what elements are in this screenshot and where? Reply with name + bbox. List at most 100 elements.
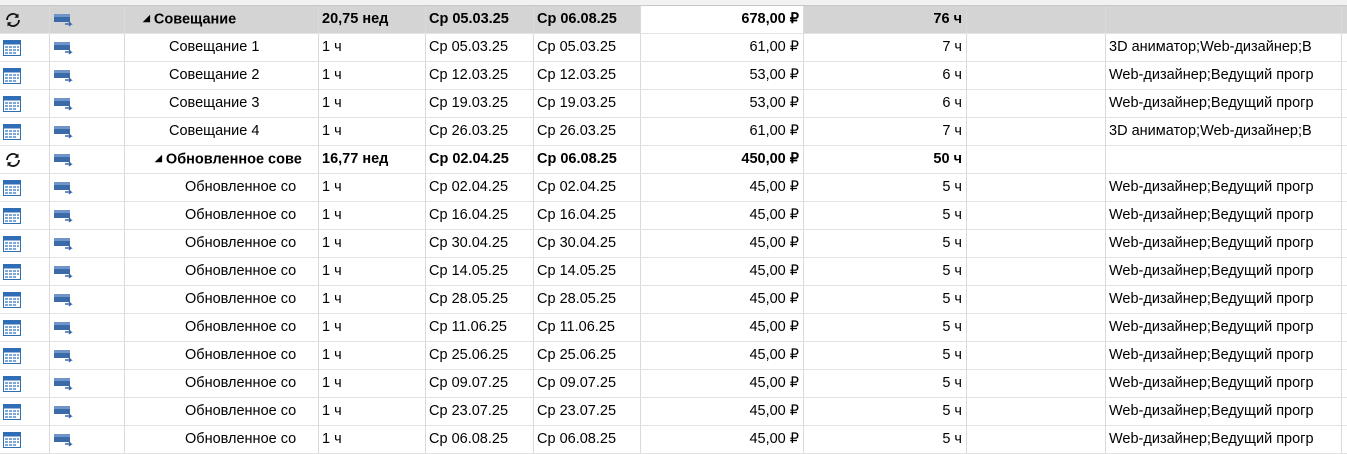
task-mode-cell[interactable] [50,286,125,313]
start-cell[interactable]: Ср 05.03.25 [426,34,534,61]
cost-cell[interactable]: 45,00 ₽ [641,370,804,397]
task-name-cell[interactable]: Совещание 3 [125,90,319,117]
start-cell[interactable]: Ср 05.03.25 [426,6,534,33]
resource-names-cell[interactable] [1106,146,1342,173]
duration-cell[interactable]: 1 ч [319,342,426,369]
finish-cell[interactable]: Ср 16.04.25 [534,202,641,229]
task-mode-cell[interactable] [50,90,125,117]
finish-cell[interactable]: Ср 28.05.25 [534,286,641,313]
task-mode-cell[interactable] [50,118,125,145]
work-cell[interactable]: 5 ч [804,202,967,229]
finish-cell[interactable]: Ср 09.07.25 [534,370,641,397]
task-row[interactable]: Обновленное со 1 ч Ср 09.07.25 Ср 09.07.… [0,370,1347,398]
task-mode-cell[interactable] [50,230,125,257]
task-row[interactable]: Обновленное со 1 ч Ср 16.04.25 Ср 16.04.… [0,202,1347,230]
task-name-cell[interactable]: Обновленное со [125,314,319,341]
resource-names-cell[interactable]: Web-дизайнер;Ведущий прогр [1106,398,1342,425]
resource-names-cell[interactable]: Web-дизайнер;Ведущий прогр [1106,174,1342,201]
work-cell[interactable]: 5 ч [804,426,967,453]
task-name-cell[interactable]: Обновленное со [125,342,319,369]
resource-names-cell[interactable]: Web-дизайнер;Ведущий прогр [1106,202,1342,229]
finish-cell[interactable]: Ср 06.08.25 [534,426,641,453]
task-row[interactable]: Совещание 1 1 ч Ср 05.03.25 Ср 05.03.25 … [0,34,1347,62]
duration-cell[interactable]: 1 ч [319,230,426,257]
cost-cell[interactable]: 45,00 ₽ [641,230,804,257]
cost-cell[interactable]: 45,00 ₽ [641,202,804,229]
task-mode-cell[interactable] [50,62,125,89]
empty-cell[interactable] [967,314,1106,341]
task-name-cell[interactable]: ◢ Совещание [125,6,319,33]
cost-cell[interactable]: 45,00 ₽ [641,426,804,453]
task-mode-cell[interactable] [50,342,125,369]
collapse-triangle-icon[interactable]: ◢ [155,153,162,163]
finish-cell[interactable]: Ср 25.06.25 [534,342,641,369]
empty-cell[interactable] [967,62,1106,89]
start-cell[interactable]: Ср 23.07.25 [426,398,534,425]
task-row[interactable]: Обновленное со 1 ч Ср 06.08.25 Ср 06.08.… [0,426,1347,454]
cost-cell[interactable]: 45,00 ₽ [641,398,804,425]
start-cell[interactable]: Ср 16.04.25 [426,202,534,229]
task-row[interactable]: Совещание 4 1 ч Ср 26.03.25 Ср 26.03.25 … [0,118,1347,146]
start-cell[interactable]: Ср 28.05.25 [426,286,534,313]
task-mode-cell[interactable] [50,34,125,61]
resource-names-cell[interactable]: Web-дизайнер;Ведущий прогр [1106,258,1342,285]
cost-cell[interactable]: 53,00 ₽ [641,90,804,117]
task-mode-cell[interactable] [50,370,125,397]
empty-cell[interactable] [967,174,1106,201]
resource-names-cell[interactable]: Web-дизайнер;Ведущий прогр [1106,426,1342,453]
cost-cell[interactable]: 53,00 ₽ [641,62,804,89]
resource-names-cell[interactable]: 3D аниматор;Web-дизайнер;В [1106,118,1342,145]
duration-cell[interactable]: 1 ч [319,90,426,117]
task-name-cell[interactable]: Совещание 2 [125,62,319,89]
duration-cell[interactable]: 20,75 нед [319,6,426,33]
task-mode-cell[interactable] [50,202,125,229]
duration-cell[interactable]: 1 ч [319,370,426,397]
finish-cell[interactable]: Ср 26.03.25 [534,118,641,145]
work-cell[interactable]: 76 ч [804,6,967,33]
start-cell[interactable]: Ср 12.03.25 [426,62,534,89]
work-cell[interactable]: 6 ч [804,90,967,117]
task-mode-cell[interactable] [50,398,125,425]
finish-cell[interactable]: Ср 05.03.25 [534,34,641,61]
duration-cell[interactable]: 1 ч [319,118,426,145]
task-row[interactable]: Обновленное со 1 ч Ср 11.06.25 Ср 11.06.… [0,314,1347,342]
cost-cell[interactable]: 678,00 ₽ [641,6,804,33]
resource-names-cell[interactable]: Web-дизайнер;Ведущий прогр [1106,314,1342,341]
start-cell[interactable]: Ср 06.08.25 [426,426,534,453]
empty-cell[interactable] [967,370,1106,397]
task-row[interactable]: Обновленное со 1 ч Ср 25.06.25 Ср 25.06.… [0,342,1347,370]
resource-names-cell[interactable]: Web-дизайнер;Ведущий прогр [1106,370,1342,397]
start-cell[interactable]: Ср 26.03.25 [426,118,534,145]
finish-cell[interactable]: Ср 12.03.25 [534,62,641,89]
work-cell[interactable]: 6 ч [804,62,967,89]
start-cell[interactable]: Ср 14.05.25 [426,258,534,285]
task-name-cell[interactable]: Обновленное со [125,258,319,285]
work-cell[interactable]: 7 ч [804,118,967,145]
finish-cell[interactable]: Ср 11.06.25 [534,314,641,341]
summary-task-row[interactable]: ◢ Обновленное сове 16,77 нед Ср 02.04.25 … [0,146,1347,174]
work-cell[interactable]: 50 ч [804,146,967,173]
cost-cell[interactable]: 45,00 ₽ [641,286,804,313]
cost-cell[interactable]: 61,00 ₽ [641,34,804,61]
resource-names-cell[interactable]: 3D аниматор;Web-дизайнер;В [1106,34,1342,61]
empty-cell[interactable] [967,90,1106,117]
task-mode-cell[interactable] [50,426,125,453]
cost-cell[interactable]: 61,00 ₽ [641,118,804,145]
task-name-cell[interactable]: Совещание 1 [125,34,319,61]
work-cell[interactable]: 5 ч [804,398,967,425]
empty-cell[interactable] [967,230,1106,257]
task-mode-cell[interactable] [50,174,125,201]
task-row[interactable]: Обновленное со 1 ч Ср 14.05.25 Ср 14.05.… [0,258,1347,286]
duration-cell[interactable]: 1 ч [319,398,426,425]
work-cell[interactable]: 5 ч [804,286,967,313]
finish-cell[interactable]: Ср 14.05.25 [534,258,641,285]
task-name-cell[interactable]: Обновленное со [125,202,319,229]
summary-task-row[interactable]: ◢ Совещание 20,75 нед Ср 05.03.25 Ср 06.0… [0,6,1347,34]
duration-cell[interactable]: 1 ч [319,34,426,61]
finish-cell[interactable]: Ср 02.04.25 [534,174,641,201]
finish-cell[interactable]: Ср 06.08.25 [534,6,641,33]
task-name-cell[interactable]: ◢ Обновленное сове [125,146,319,173]
start-cell[interactable]: Ср 19.03.25 [426,90,534,117]
empty-cell[interactable] [967,342,1106,369]
duration-cell[interactable]: 1 ч [319,286,426,313]
